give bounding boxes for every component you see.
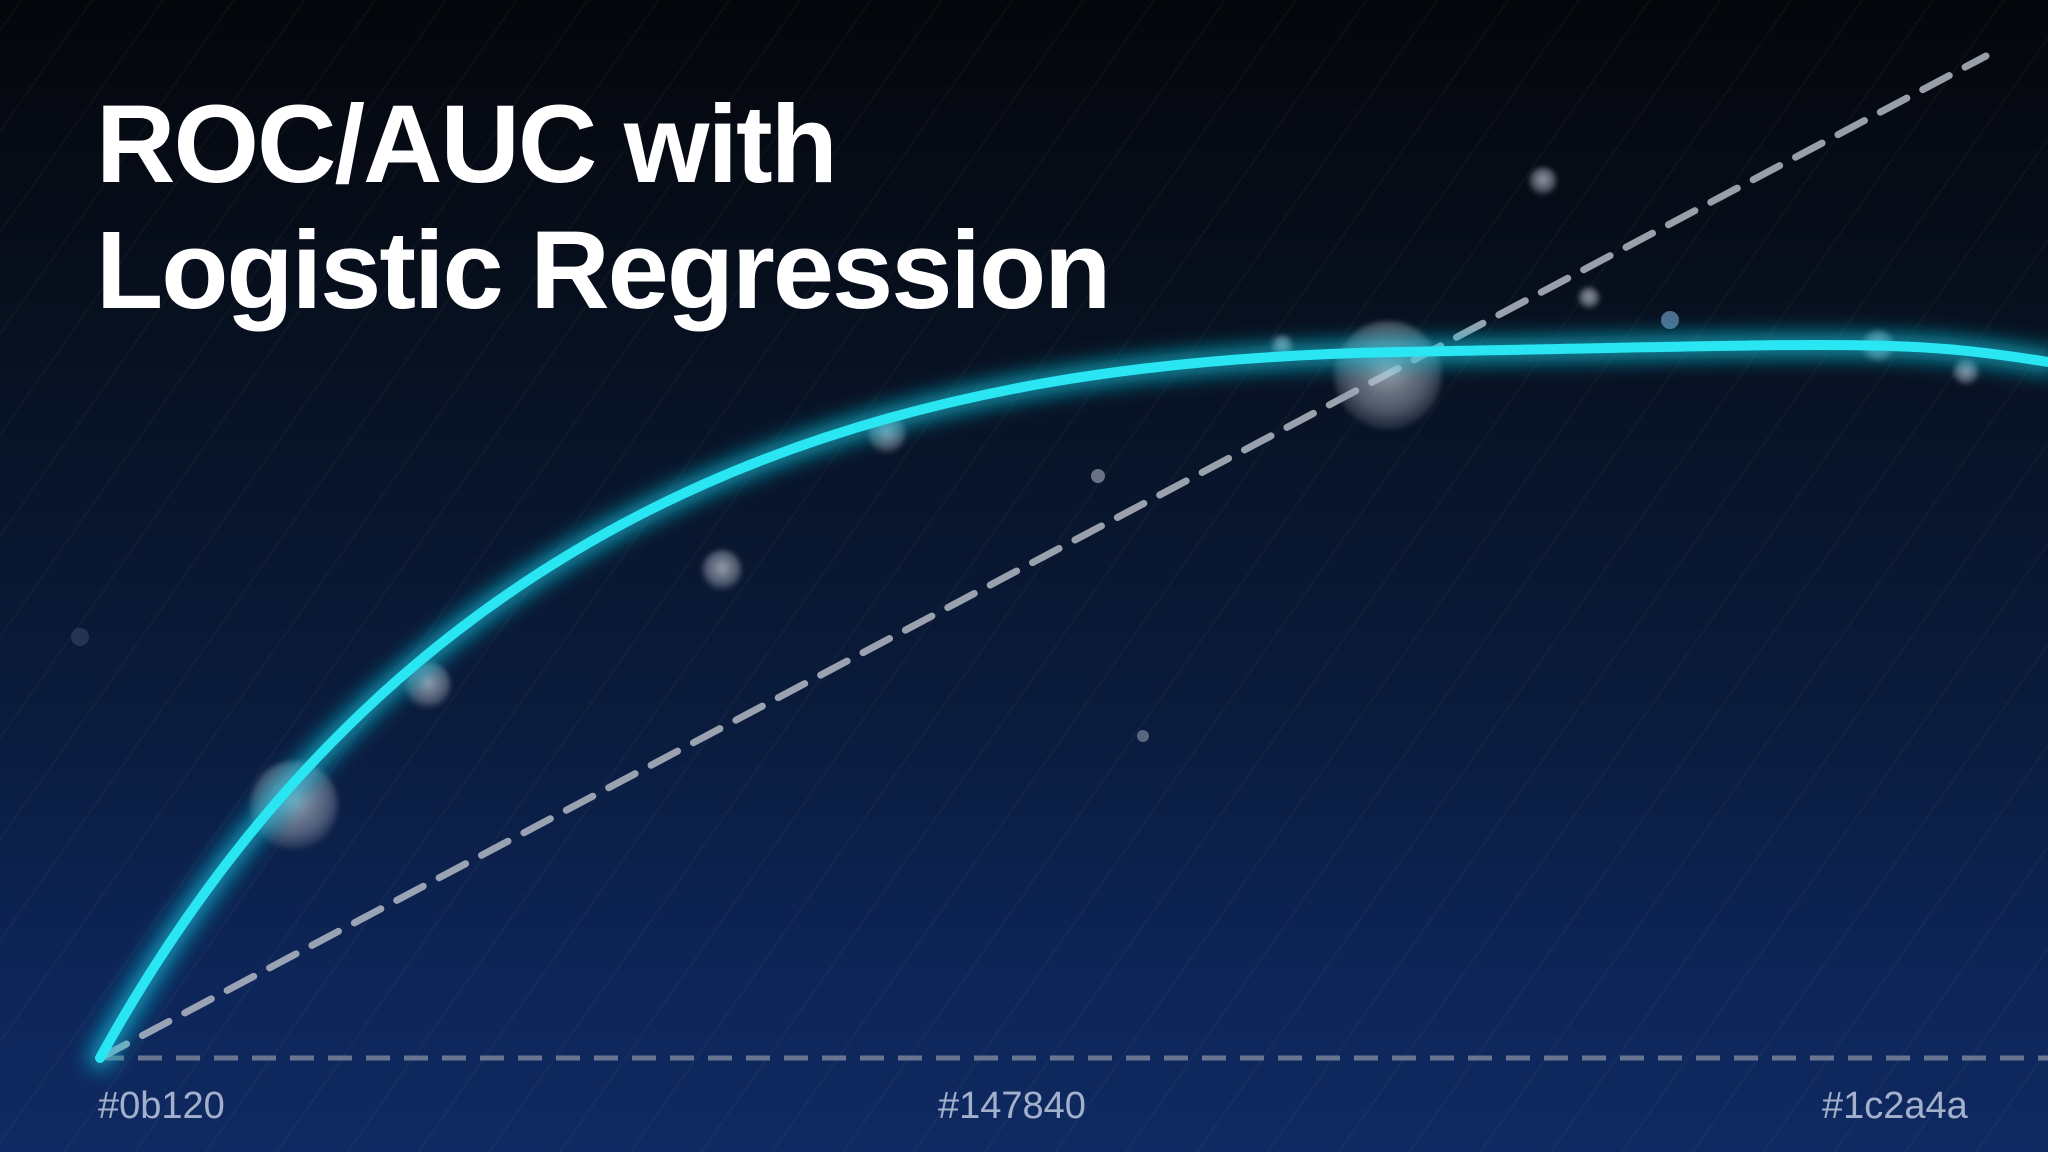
bubble [702, 550, 742, 590]
title-line-1: ROC/AUC with [96, 83, 838, 206]
bubble [1137, 730, 1149, 742]
bubble [1661, 311, 1679, 329]
bubble [71, 628, 89, 646]
diagonal-reference-line [96, 52, 1990, 1062]
bubble [1091, 469, 1105, 483]
roc-curve [95, 339, 2048, 1063]
swatch-label-left: #0b120 [98, 1085, 225, 1127]
page-title: ROC/AUC with Logistic Regression [96, 82, 1496, 334]
bubble [250, 761, 338, 849]
bubble [1953, 359, 1979, 385]
swatch-label-center: #147840 [938, 1085, 1086, 1127]
roc-curve-glow [88, 332, 2048, 1070]
title-line-2: Logistic Regression [96, 209, 1111, 332]
bubble [1334, 321, 1442, 429]
swatch-label-right: #1c2a4a [1822, 1085, 1968, 1127]
bubble [1529, 167, 1557, 195]
bubble [1578, 287, 1600, 309]
